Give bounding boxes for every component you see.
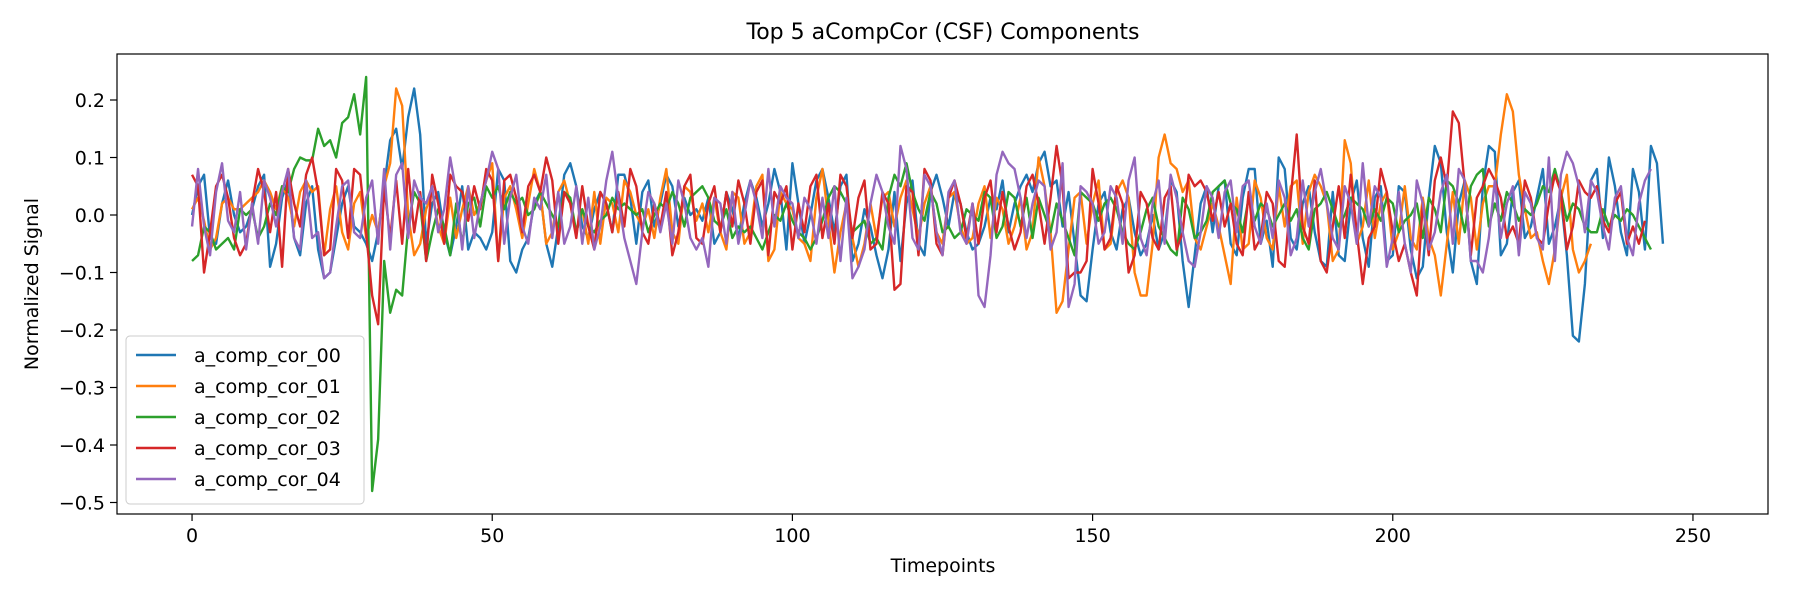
plot-area-frame xyxy=(116,53,1769,515)
x-axis-label: Timepoints xyxy=(890,555,996,577)
y-axis: 0.2 0.1 0.0 −0.1 −0.2 −0.3 −0.4 −0.5 xyxy=(59,90,117,515)
x-tick-label: 200 xyxy=(1375,525,1411,547)
x-tick-label: 100 xyxy=(774,525,810,547)
y-tick-label: −0.2 xyxy=(59,320,105,342)
series-line-a_comp_cor_04 xyxy=(190,144,1652,309)
x-tick-label: 250 xyxy=(1675,525,1711,547)
legend-label-a_comp_cor_01: a_comp_cor_01 xyxy=(194,376,341,398)
x-tick-label: 150 xyxy=(1074,525,1110,547)
x-tick-label: 0 xyxy=(186,525,198,547)
chart-title: Top 5 aCompCor (CSF) Components xyxy=(746,20,1140,45)
series-layer xyxy=(190,75,1665,493)
legend-frame xyxy=(125,335,365,505)
legend-label-a_comp_cor_03: a_comp_cor_03 xyxy=(194,438,341,460)
series-line-a_comp_cor_03 xyxy=(190,110,1647,326)
y-tick-label: 0.1 xyxy=(75,148,105,170)
x-tick-label: 50 xyxy=(480,525,504,547)
y-tick-label: 0.0 xyxy=(75,205,105,227)
legend-label-a_comp_cor_02: a_comp_cor_02 xyxy=(194,407,341,429)
x-axis: 0 50 100 150 200 250 xyxy=(186,514,1711,547)
y-tick-label: −0.1 xyxy=(59,263,105,285)
legend-label-a_comp_cor_04: a_comp_cor_04 xyxy=(194,469,341,491)
y-tick-label: 0.2 xyxy=(75,90,105,112)
y-tick-label: −0.4 xyxy=(59,435,105,457)
y-tick-label: −0.5 xyxy=(59,493,105,515)
y-axis-label: Normalized Signal xyxy=(21,198,43,370)
legend: a_comp_cor_00 a_comp_cor_01 a_comp_cor_02a… xyxy=(125,335,365,505)
y-tick-label: −0.3 xyxy=(59,378,105,400)
legend-label-a_comp_cor_00: a_comp_cor_00 xyxy=(194,345,341,367)
